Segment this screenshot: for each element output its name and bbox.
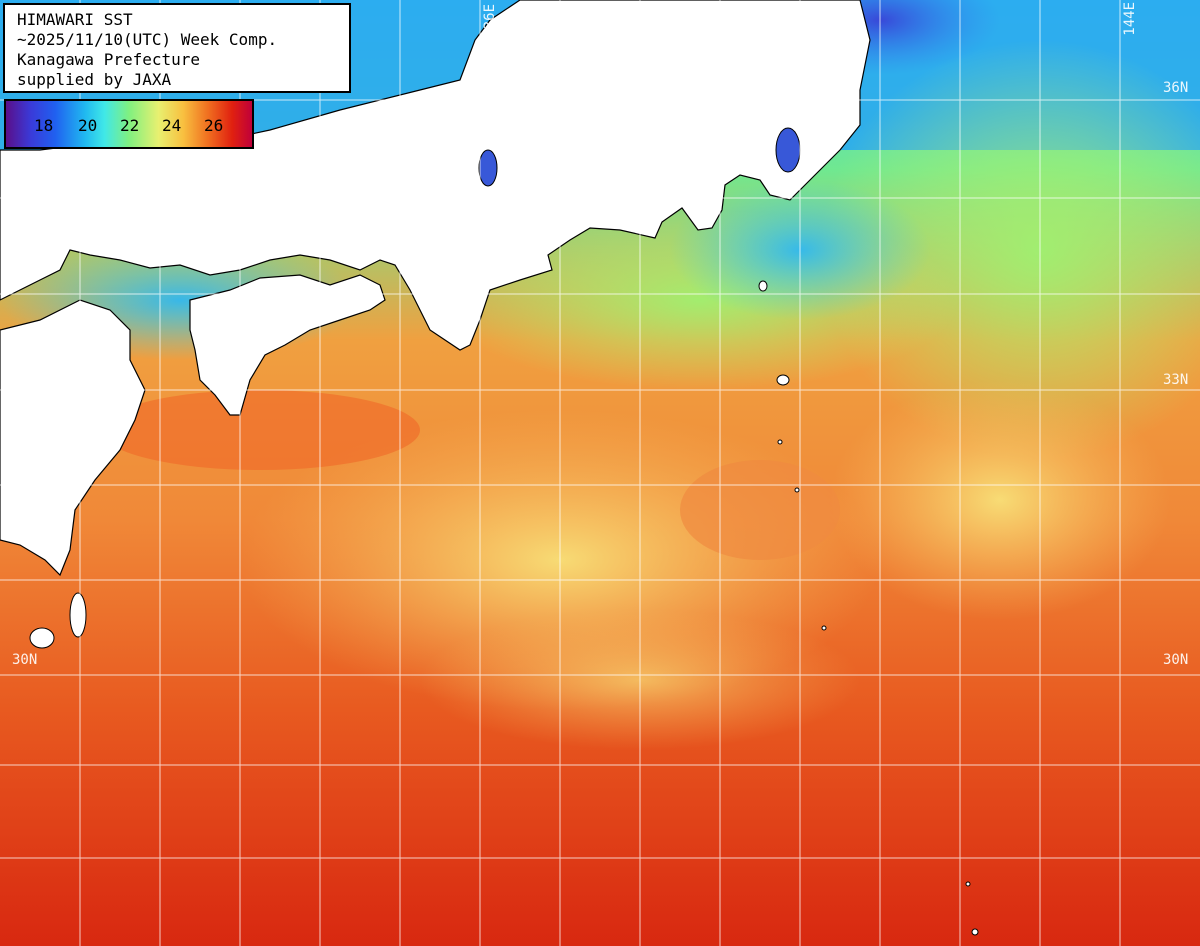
legend-label-26: 26 <box>204 116 224 135</box>
land-island-small-3 <box>821 625 827 631</box>
title-line-1: HIMAWARI SST <box>17 10 133 29</box>
land-kyushu <box>0 299 146 577</box>
lake-kasumigaura <box>775 127 801 173</box>
title-box: HIMAWARI SST ~2025/11/10(UTC) Week Comp.… <box>3 3 351 93</box>
land-island-small-4 <box>965 881 971 887</box>
land-island-izu <box>758 280 768 292</box>
sea-warm-east <box>830 380 1170 620</box>
title-line-3: Kanagawa Prefecture <box>17 50 201 69</box>
land-island-small-1 <box>777 439 783 445</box>
lake-biwa <box>478 149 498 187</box>
title-line-2: ~2025/11/10(UTC) Week Comp. <box>17 30 278 49</box>
legend-label-22: 22 <box>120 116 140 135</box>
lon-label-144e: 144E <box>1122 2 1138 36</box>
legend-label-24: 24 <box>162 116 182 135</box>
sea-hot-west <box>100 390 420 470</box>
land-island-small-5 <box>971 928 979 936</box>
land-island-yakushima <box>29 627 55 649</box>
sea-hot-center <box>680 460 840 560</box>
lat-label-30n-left: 30N <box>12 652 38 668</box>
color-scale-legend: 18 20 22 24 26 <box>4 99 254 149</box>
legend-label-20: 20 <box>78 116 98 135</box>
lat-label-30n-right: 30N <box>1163 652 1189 668</box>
land-shikoku <box>189 274 386 416</box>
lat-label-33n: 33N <box>1163 372 1189 388</box>
legend-label-18: 18 <box>34 116 54 135</box>
land-island-tanegashima <box>69 592 87 638</box>
lat-label-36n: 36N <box>1163 80 1189 96</box>
land-honshu <box>0 0 871 351</box>
lon-label-136e: 136E <box>482 4 498 38</box>
sea-cool-east <box>820 40 1200 460</box>
land-island-small-2 <box>794 487 800 493</box>
title-line-4: supplied by JAXA <box>17 70 172 89</box>
land-island-oshima <box>776 374 790 386</box>
